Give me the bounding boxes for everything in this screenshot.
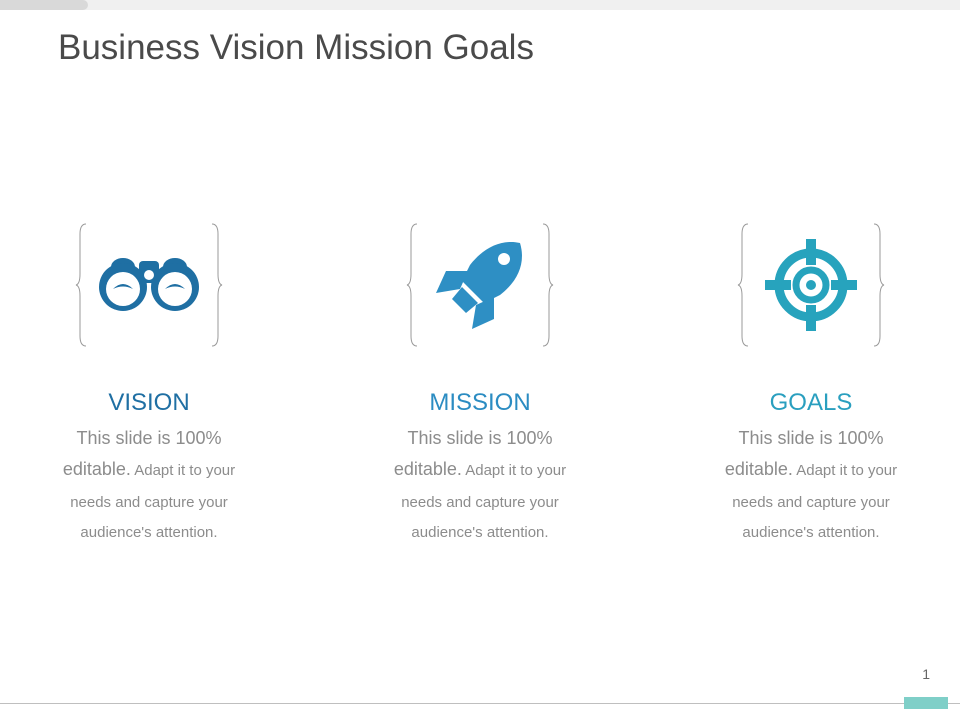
mission-heading: MISSION	[429, 389, 531, 416]
mission-body-line-3: needs and capture your	[401, 494, 559, 511]
vision-body-line-2a: editable.	[62, 459, 131, 479]
goals-body-line-3: needs and capture your	[732, 494, 890, 511]
page-number: 1	[922, 666, 930, 682]
right-brace	[211, 223, 223, 347]
vision-body-line-4: audience's attention.	[80, 524, 218, 541]
left-brace	[737, 223, 749, 347]
goals-column: GOALS This slide is 100% editable. Adapt…	[696, 222, 926, 548]
binoculars-icon	[99, 258, 199, 311]
left-brace	[75, 223, 87, 347]
goals-body-line-2b: Adapt it to your	[792, 462, 898, 479]
footer-divider	[0, 703, 960, 704]
vision-body-line-2b: Adapt it to your	[130, 462, 236, 479]
top-bar-accent	[0, 0, 88, 10]
mission-description: This slide is 100% editable. Adapt it to…	[365, 424, 595, 548]
top-bar	[0, 0, 960, 10]
rocket-icon	[436, 241, 522, 329]
goals-body-line-4: audience's attention.	[742, 524, 880, 541]
goals-icon-frame	[736, 222, 886, 348]
mission-body-line-4: audience's attention.	[411, 524, 549, 541]
mission-column: MISSION This slide is 100% editable. Ada…	[365, 222, 595, 548]
vision-body-line-1: This slide is 100%	[76, 428, 222, 448]
mission-icon-frame	[405, 222, 555, 348]
right-brace	[873, 223, 885, 347]
mission-body-line-1: This slide is 100%	[407, 428, 553, 448]
footer-accent-bar	[904, 697, 948, 709]
vision-column: VISION This slide is 100% editable. Adap…	[34, 222, 264, 548]
slide-title: Business Vision Mission Goals	[58, 28, 534, 67]
vision-body-line-3: needs and capture your	[70, 494, 228, 511]
goals-description: This slide is 100% editable. Adapt it to…	[696, 424, 926, 548]
left-brace	[406, 223, 418, 347]
vision-icon-frame	[74, 222, 224, 348]
right-brace	[542, 223, 554, 347]
mission-body-line-2b: Adapt it to your	[461, 462, 567, 479]
vision-description: This slide is 100% editable. Adapt it to…	[34, 424, 264, 548]
mission-body-line-2a: editable.	[393, 459, 462, 479]
target-icon	[765, 239, 857, 331]
goals-body-line-1: This slide is 100%	[738, 428, 884, 448]
goals-body-line-2a: editable.	[724, 459, 793, 479]
goals-heading: GOALS	[769, 389, 853, 416]
vision-heading: VISION	[108, 389, 190, 416]
